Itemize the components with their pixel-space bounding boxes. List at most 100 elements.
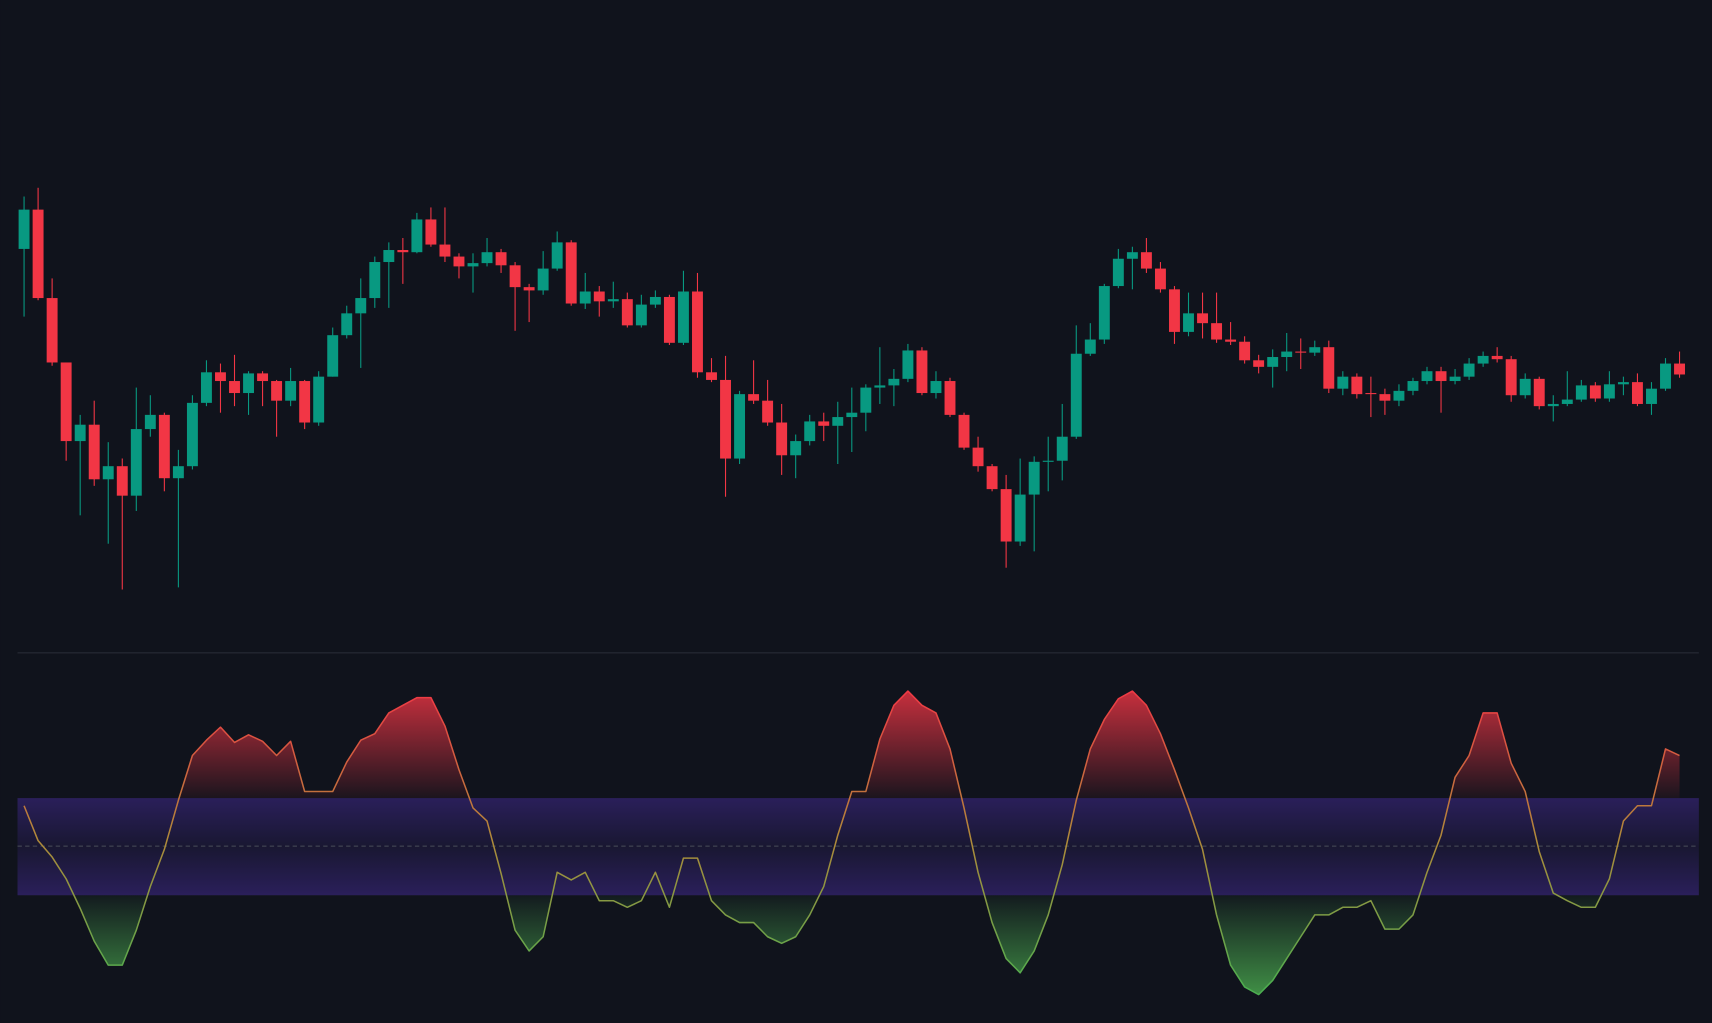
candle-body	[1547, 403, 1559, 407]
candle-body	[804, 421, 816, 442]
oscillator-line	[23, 690, 1680, 996]
candle-body	[986, 466, 998, 490]
candle-body	[916, 350, 928, 394]
candle-body	[509, 265, 521, 288]
candle-body	[1197, 313, 1208, 324]
candle-body	[425, 219, 437, 245]
candle-body	[888, 378, 900, 386]
candle-body	[186, 402, 198, 467]
candle-body	[593, 291, 605, 302]
candle-body	[720, 379, 731, 459]
upper-fill	[24, 691, 1680, 799]
candle-body	[481, 252, 493, 264]
candle-body	[1323, 347, 1335, 389]
candle-body	[158, 414, 170, 479]
candle-body	[1014, 494, 1026, 542]
candle-body	[341, 313, 353, 336]
candle-body	[1042, 460, 1054, 462]
candle-body	[1183, 313, 1194, 332]
candle-body	[734, 394, 746, 459]
candle-body	[776, 422, 788, 456]
candle-body	[200, 372, 212, 403]
candle-body	[649, 296, 661, 305]
candle-body	[60, 362, 72, 442]
candle-body	[1449, 376, 1461, 382]
candle-body	[467, 263, 479, 267]
candle-body	[172, 466, 184, 479]
candle-body	[958, 414, 970, 448]
candle-body	[902, 350, 914, 379]
candle-body	[1140, 252, 1152, 269]
candle-body	[453, 256, 465, 267]
candle-body	[1463, 363, 1475, 377]
candle-body	[551, 242, 563, 269]
candle-body	[635, 304, 647, 326]
candle-body	[1225, 339, 1237, 342]
candle-body	[1631, 382, 1643, 404]
candle-body	[18, 209, 30, 249]
candle-body	[355, 298, 367, 314]
candle-body	[846, 412, 858, 418]
candle-body	[1169, 289, 1180, 332]
candle-body	[1477, 355, 1489, 364]
candle-body	[32, 209, 44, 299]
candle-body	[1365, 393, 1377, 395]
candle-body	[1253, 360, 1265, 367]
candle-body	[748, 394, 760, 401]
candle-body	[1519, 378, 1531, 396]
candle-body	[1646, 388, 1657, 404]
candle-body	[1337, 376, 1349, 389]
candle-body	[818, 421, 830, 426]
candle-body	[1674, 363, 1685, 375]
candle-body	[1112, 258, 1124, 287]
candle-body	[1084, 339, 1096, 354]
candle-body	[88, 424, 100, 480]
candle-body	[1533, 378, 1545, 407]
candle-body	[762, 400, 774, 423]
candle-body	[1239, 341, 1251, 361]
candle-body	[411, 219, 423, 253]
candle-body	[1000, 489, 1012, 542]
candle-body	[1393, 390, 1405, 401]
candle-body	[565, 242, 577, 304]
candle-body	[1491, 355, 1503, 360]
candle-body	[1407, 381, 1419, 391]
candle-body	[1505, 359, 1517, 396]
candle-body	[579, 291, 591, 304]
candle-body	[46, 298, 58, 363]
candle-body	[832, 417, 844, 426]
candle-body	[1603, 384, 1615, 399]
candle-body	[607, 299, 619, 302]
candle-body	[1660, 363, 1671, 389]
candle-body	[130, 429, 142, 496]
candle-body	[874, 385, 886, 388]
candle-body	[930, 381, 942, 394]
candle-body	[1309, 347, 1321, 353]
candle-body	[215, 372, 226, 382]
candle-body	[1561, 399, 1573, 404]
candle-body	[860, 387, 872, 413]
candle-body	[271, 381, 283, 401]
candle-body	[944, 381, 956, 415]
candle-body	[116, 466, 128, 496]
candle-body	[1379, 394, 1391, 401]
candle-body	[537, 268, 549, 291]
candle-body	[1070, 353, 1082, 437]
candle-body	[144, 414, 156, 430]
candle-body	[327, 335, 339, 377]
candle-body	[1421, 371, 1433, 382]
candle-body	[313, 376, 325, 423]
candle-body	[243, 373, 254, 394]
candle-body	[229, 381, 240, 394]
candle-body	[1281, 351, 1293, 358]
candle-body	[369, 262, 381, 299]
candle-body	[1154, 268, 1166, 290]
candle-body	[1589, 385, 1601, 399]
candle-body	[972, 447, 984, 467]
candle-body	[1351, 376, 1363, 395]
candle-body	[1211, 323, 1223, 340]
candle-body	[397, 250, 409, 253]
candle-body	[299, 381, 311, 423]
candle-body	[495, 252, 507, 266]
candle-body	[1575, 385, 1587, 400]
